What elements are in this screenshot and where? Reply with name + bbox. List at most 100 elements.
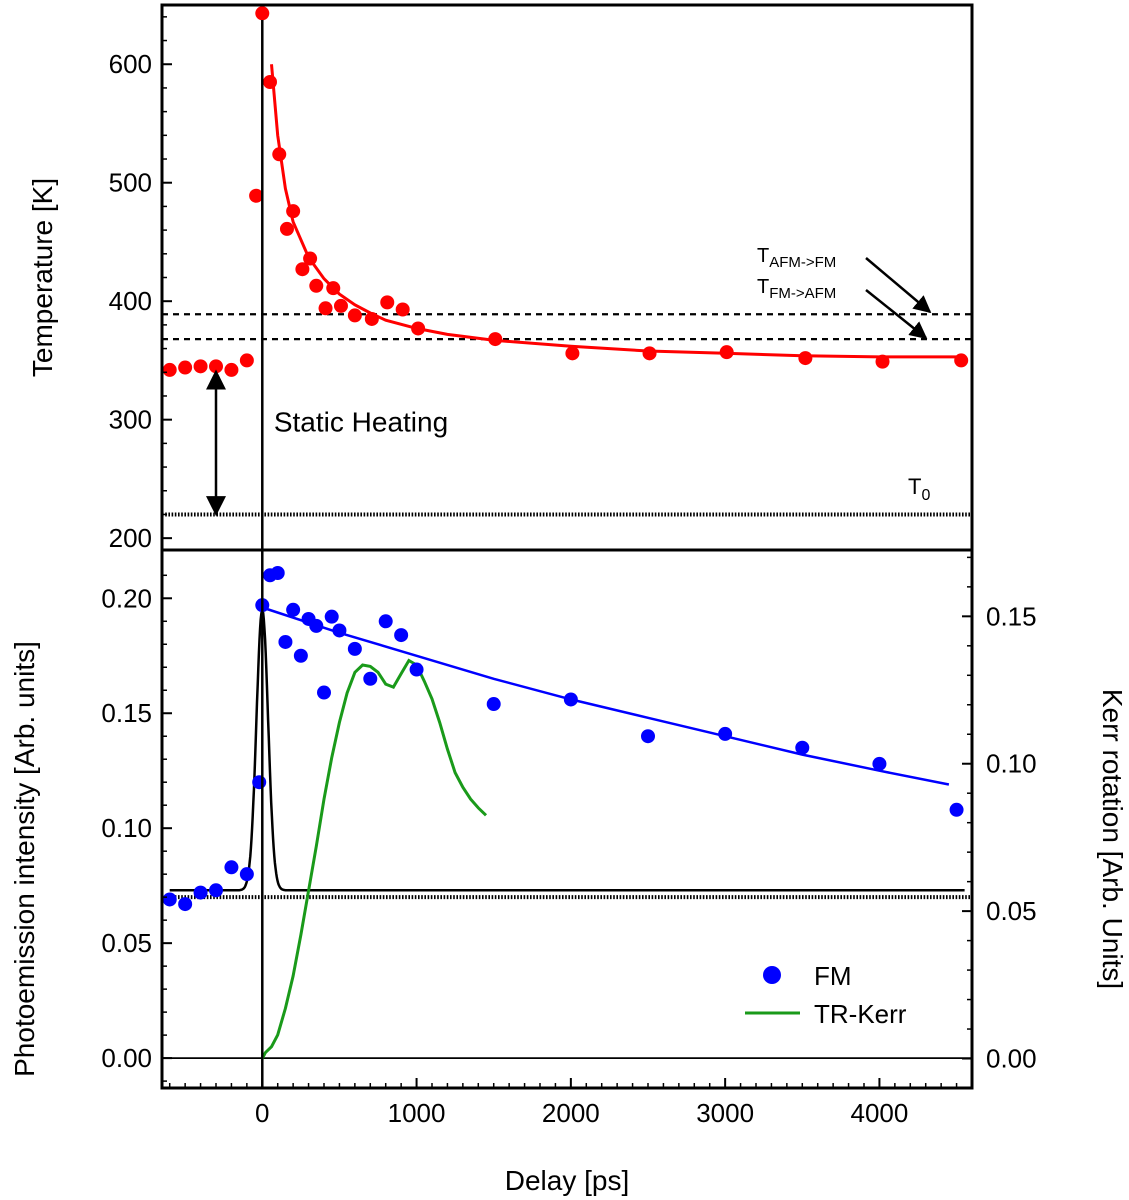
y-tick-label: 0.20 [101,583,152,613]
fm-point [486,697,501,712]
temperature-point [954,353,969,368]
temperature-point [380,295,395,310]
fm-point [324,609,339,624]
temperature-point [162,362,177,377]
y-tick-label: 200 [109,523,152,553]
temperature-point [395,302,410,317]
legend-label-tr-kerr: TR-Kerr [814,999,907,1029]
reference-label-arrow [865,257,932,314]
fm-point [209,883,223,898]
y-tick-label: 600 [109,49,152,79]
fm-point [332,623,347,638]
plot-frame [160,3,974,1090]
fm-point [270,565,285,580]
fm-point [193,885,208,900]
fm-point [252,775,267,790]
temperature-point [209,359,223,374]
x-tick-label: 0 [255,1098,269,1128]
fm-fit-line [261,606,950,786]
temperature-point [309,278,324,293]
y2-tick-label: 0.15 [986,601,1037,631]
y-tick-label: 0.10 [101,813,152,843]
temperature-point [565,346,580,361]
fm-point [872,756,887,771]
static-heating-label: Static Heating [274,407,448,438]
temperature-point [178,360,193,375]
tr-kerr-line [260,658,488,1060]
reference-label-arrow [865,289,928,340]
pump-pulse-curve [169,608,965,892]
fm-point [162,892,177,907]
y-tick-label: 0.00 [101,1043,152,1073]
legend-label-fm: FM [814,961,852,991]
y-tick-label: 0.15 [101,698,152,728]
label-sub: FM->AFM [769,285,836,302]
fm-point [239,867,254,882]
temperature-point [798,351,813,366]
temperature-point [255,6,270,21]
x-tick-label: 2000 [542,1098,600,1128]
y-tick-label: 500 [109,168,152,198]
label-sub: AFM->FM [769,254,836,271]
temperature-point [286,204,301,219]
temperature-point [303,251,318,266]
temperature-point [411,321,426,336]
temperature-point [272,147,287,162]
x-tick-label: 4000 [851,1098,909,1128]
y2-tick-label: 0.00 [986,1044,1037,1074]
fm-point [178,897,193,912]
x-tick-label: 3000 [696,1098,754,1128]
fm-point [293,648,308,663]
label-sub: 0 [921,487,930,504]
fm-point [563,692,578,707]
y2-tick-label: 0.05 [986,896,1037,926]
temperature-point [333,298,348,313]
fm-point [317,685,331,700]
y-tick-label: 300 [109,405,152,435]
fm-point [949,802,964,817]
temperature-point [326,281,341,296]
fm-point [718,726,733,741]
label-main: T [757,276,769,298]
temperature-point [263,75,277,90]
legend-marker-fm [763,966,781,984]
temperature-point [488,332,503,347]
fm-point [409,662,424,677]
temperature-point [279,221,294,236]
fm-point [286,602,301,617]
temperature-point [318,301,333,316]
y2-axis-title: Kerr rotation [Arb. Units] [1097,689,1128,989]
x-axis-title: Delay [ps] [505,1165,630,1196]
temperature-point [347,308,362,323]
fm-point [224,860,239,875]
y2-tick-label: 0.10 [986,749,1037,779]
y-axis-title: Photoemission intensity [Arb. units] [9,641,40,1077]
fm-point [309,618,324,633]
temperature-point [224,362,239,377]
fm-point [378,614,393,629]
reference-line-label: TFM->AFM [757,276,836,302]
fm-point [363,671,378,686]
y-axis-title: Temperature [K] [27,178,58,377]
fm-point [641,729,655,744]
fm-point [347,641,362,656]
temperature-point [249,188,264,203]
y-tick-label: 400 [109,286,152,316]
label-main: T [757,245,769,267]
temperature-point [719,345,734,360]
fm-point [795,740,810,755]
temperature-point [193,359,208,374]
y-tick-label: 0.05 [101,928,152,958]
temperature-point [239,353,254,368]
bottom-panel: 0.00 0.05 0.10 0.15 0.20 0.00 0.05 0.10 0.15 0 100… [9,556,1128,1196]
x-tick-label: 1000 [388,1098,446,1128]
temperature-point [364,311,379,326]
reference-line-label: T0 [908,474,930,504]
temperature-point [875,354,890,369]
fm-point [394,628,409,643]
reference-line-label: TAFM->FM [757,245,836,271]
label-main: T [908,474,921,499]
fm-point [278,634,293,649]
